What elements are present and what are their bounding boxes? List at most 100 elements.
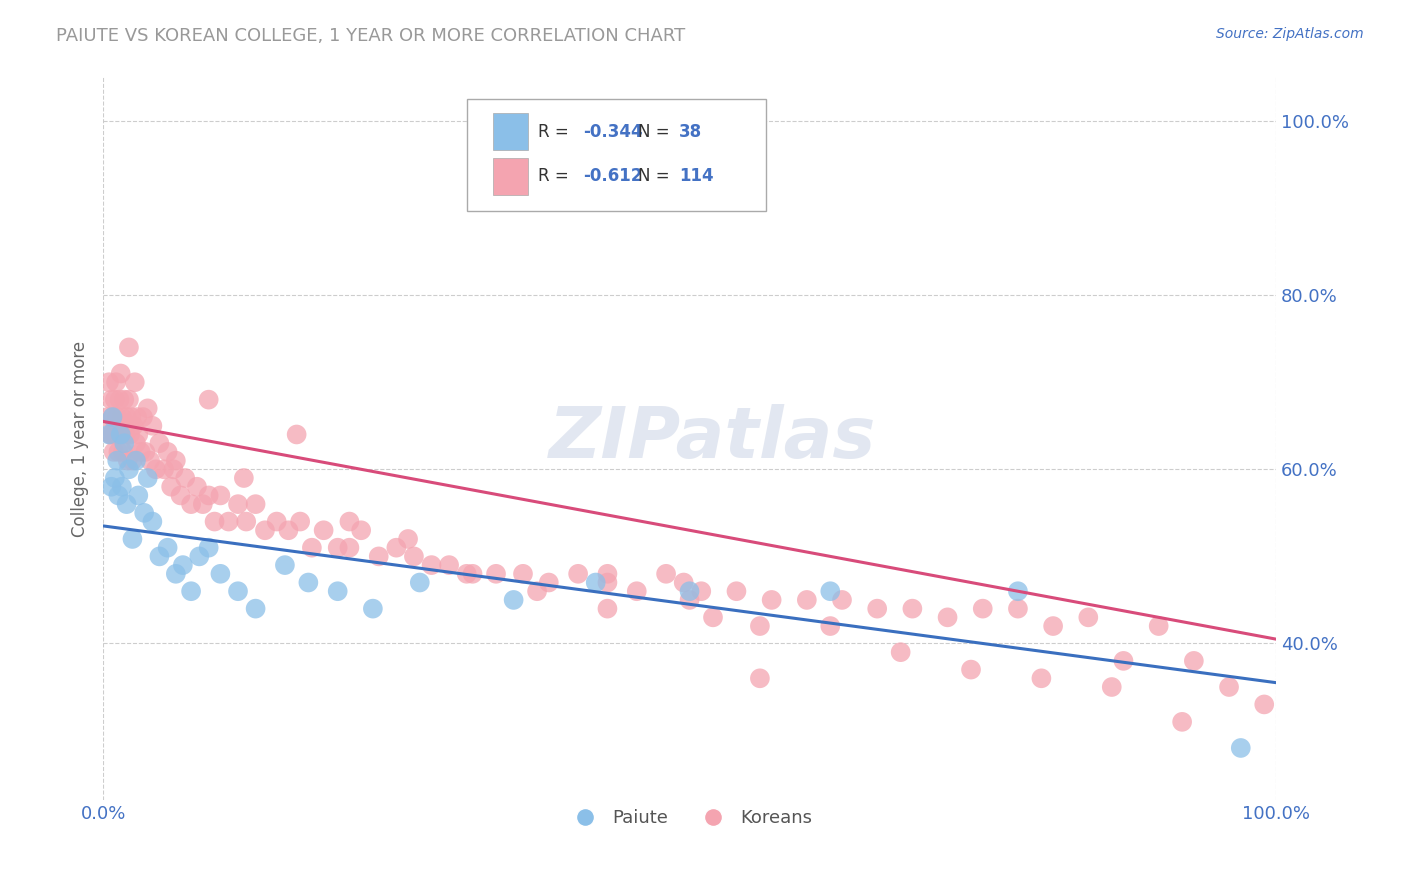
Point <box>385 541 408 555</box>
Point <box>1218 680 1240 694</box>
Point <box>1112 654 1135 668</box>
Point <box>1229 741 1251 756</box>
Point <box>132 410 155 425</box>
FancyBboxPatch shape <box>467 99 766 211</box>
Point <box>107 488 129 502</box>
Point <box>678 593 700 607</box>
Point <box>1171 714 1194 729</box>
Point <box>134 506 156 520</box>
Point <box>148 549 170 564</box>
Point <box>209 566 232 581</box>
Text: N =: N = <box>638 122 675 141</box>
Point <box>1042 619 1064 633</box>
Point <box>596 601 619 615</box>
Text: R =: R = <box>538 122 574 141</box>
FancyBboxPatch shape <box>492 113 527 151</box>
Point <box>141 418 163 433</box>
Point <box>690 584 713 599</box>
Point <box>277 523 299 537</box>
Point <box>361 601 384 615</box>
Point <box>1007 601 1029 615</box>
Point <box>288 515 311 529</box>
Text: -0.344: -0.344 <box>583 122 643 141</box>
Point <box>218 515 240 529</box>
Point <box>105 410 128 425</box>
Point <box>285 427 308 442</box>
Point <box>235 515 257 529</box>
Point <box>118 462 141 476</box>
Point <box>402 549 425 564</box>
Point <box>110 367 132 381</box>
Point <box>232 471 254 485</box>
Point <box>596 566 619 581</box>
Point <box>165 453 187 467</box>
Point <box>98 427 121 442</box>
Point <box>110 427 132 442</box>
Point <box>186 480 208 494</box>
Point <box>626 584 648 599</box>
Point <box>502 593 524 607</box>
Text: N =: N = <box>638 168 675 186</box>
Point <box>114 427 136 442</box>
Point <box>1031 671 1053 685</box>
Text: 38: 38 <box>679 122 702 141</box>
Point <box>596 575 619 590</box>
Point <box>136 401 159 416</box>
Point <box>162 462 184 476</box>
Point <box>108 392 131 407</box>
Point <box>115 497 138 511</box>
Point <box>125 453 148 467</box>
Point <box>98 376 121 390</box>
Point <box>191 497 214 511</box>
Point <box>197 488 219 502</box>
Point <box>585 575 607 590</box>
Point <box>312 523 335 537</box>
Point <box>118 392 141 407</box>
Point <box>127 427 149 442</box>
Point <box>103 445 125 459</box>
Point <box>100 427 122 442</box>
Point <box>101 410 124 425</box>
Point <box>112 436 135 450</box>
Point <box>526 584 548 599</box>
Point <box>122 418 145 433</box>
Text: PAIUTE VS KOREAN COLLEGE, 1 YEAR OR MORE CORRELATION CHART: PAIUTE VS KOREAN COLLEGE, 1 YEAR OR MORE… <box>56 27 686 45</box>
Point <box>274 558 297 573</box>
Point <box>141 515 163 529</box>
Point <box>301 541 323 555</box>
Point <box>110 427 132 442</box>
Point <box>100 480 122 494</box>
Legend: Paiute, Koreans: Paiute, Koreans <box>560 802 820 835</box>
Point <box>188 549 211 564</box>
Point <box>339 515 361 529</box>
Point <box>129 445 152 459</box>
Point <box>253 523 276 537</box>
Text: 114: 114 <box>679 168 714 186</box>
Point <box>761 593 783 607</box>
Point <box>204 515 226 529</box>
Point <box>409 575 432 590</box>
Point <box>485 566 508 581</box>
Point <box>153 462 176 476</box>
Point <box>936 610 959 624</box>
Point <box>1253 698 1275 712</box>
Point <box>97 410 120 425</box>
Point <box>245 497 267 511</box>
Point <box>367 549 389 564</box>
Point <box>169 488 191 502</box>
Point <box>121 532 143 546</box>
Y-axis label: College, 1 year or more: College, 1 year or more <box>72 341 89 537</box>
Point <box>120 427 142 442</box>
Point <box>139 453 162 467</box>
Point <box>115 410 138 425</box>
Point <box>174 471 197 485</box>
Point <box>197 541 219 555</box>
Point <box>180 497 202 511</box>
Point <box>107 445 129 459</box>
Point <box>124 376 146 390</box>
Point <box>112 445 135 459</box>
Point <box>748 619 770 633</box>
Point <box>209 488 232 502</box>
Point <box>127 488 149 502</box>
Point <box>1007 584 1029 599</box>
